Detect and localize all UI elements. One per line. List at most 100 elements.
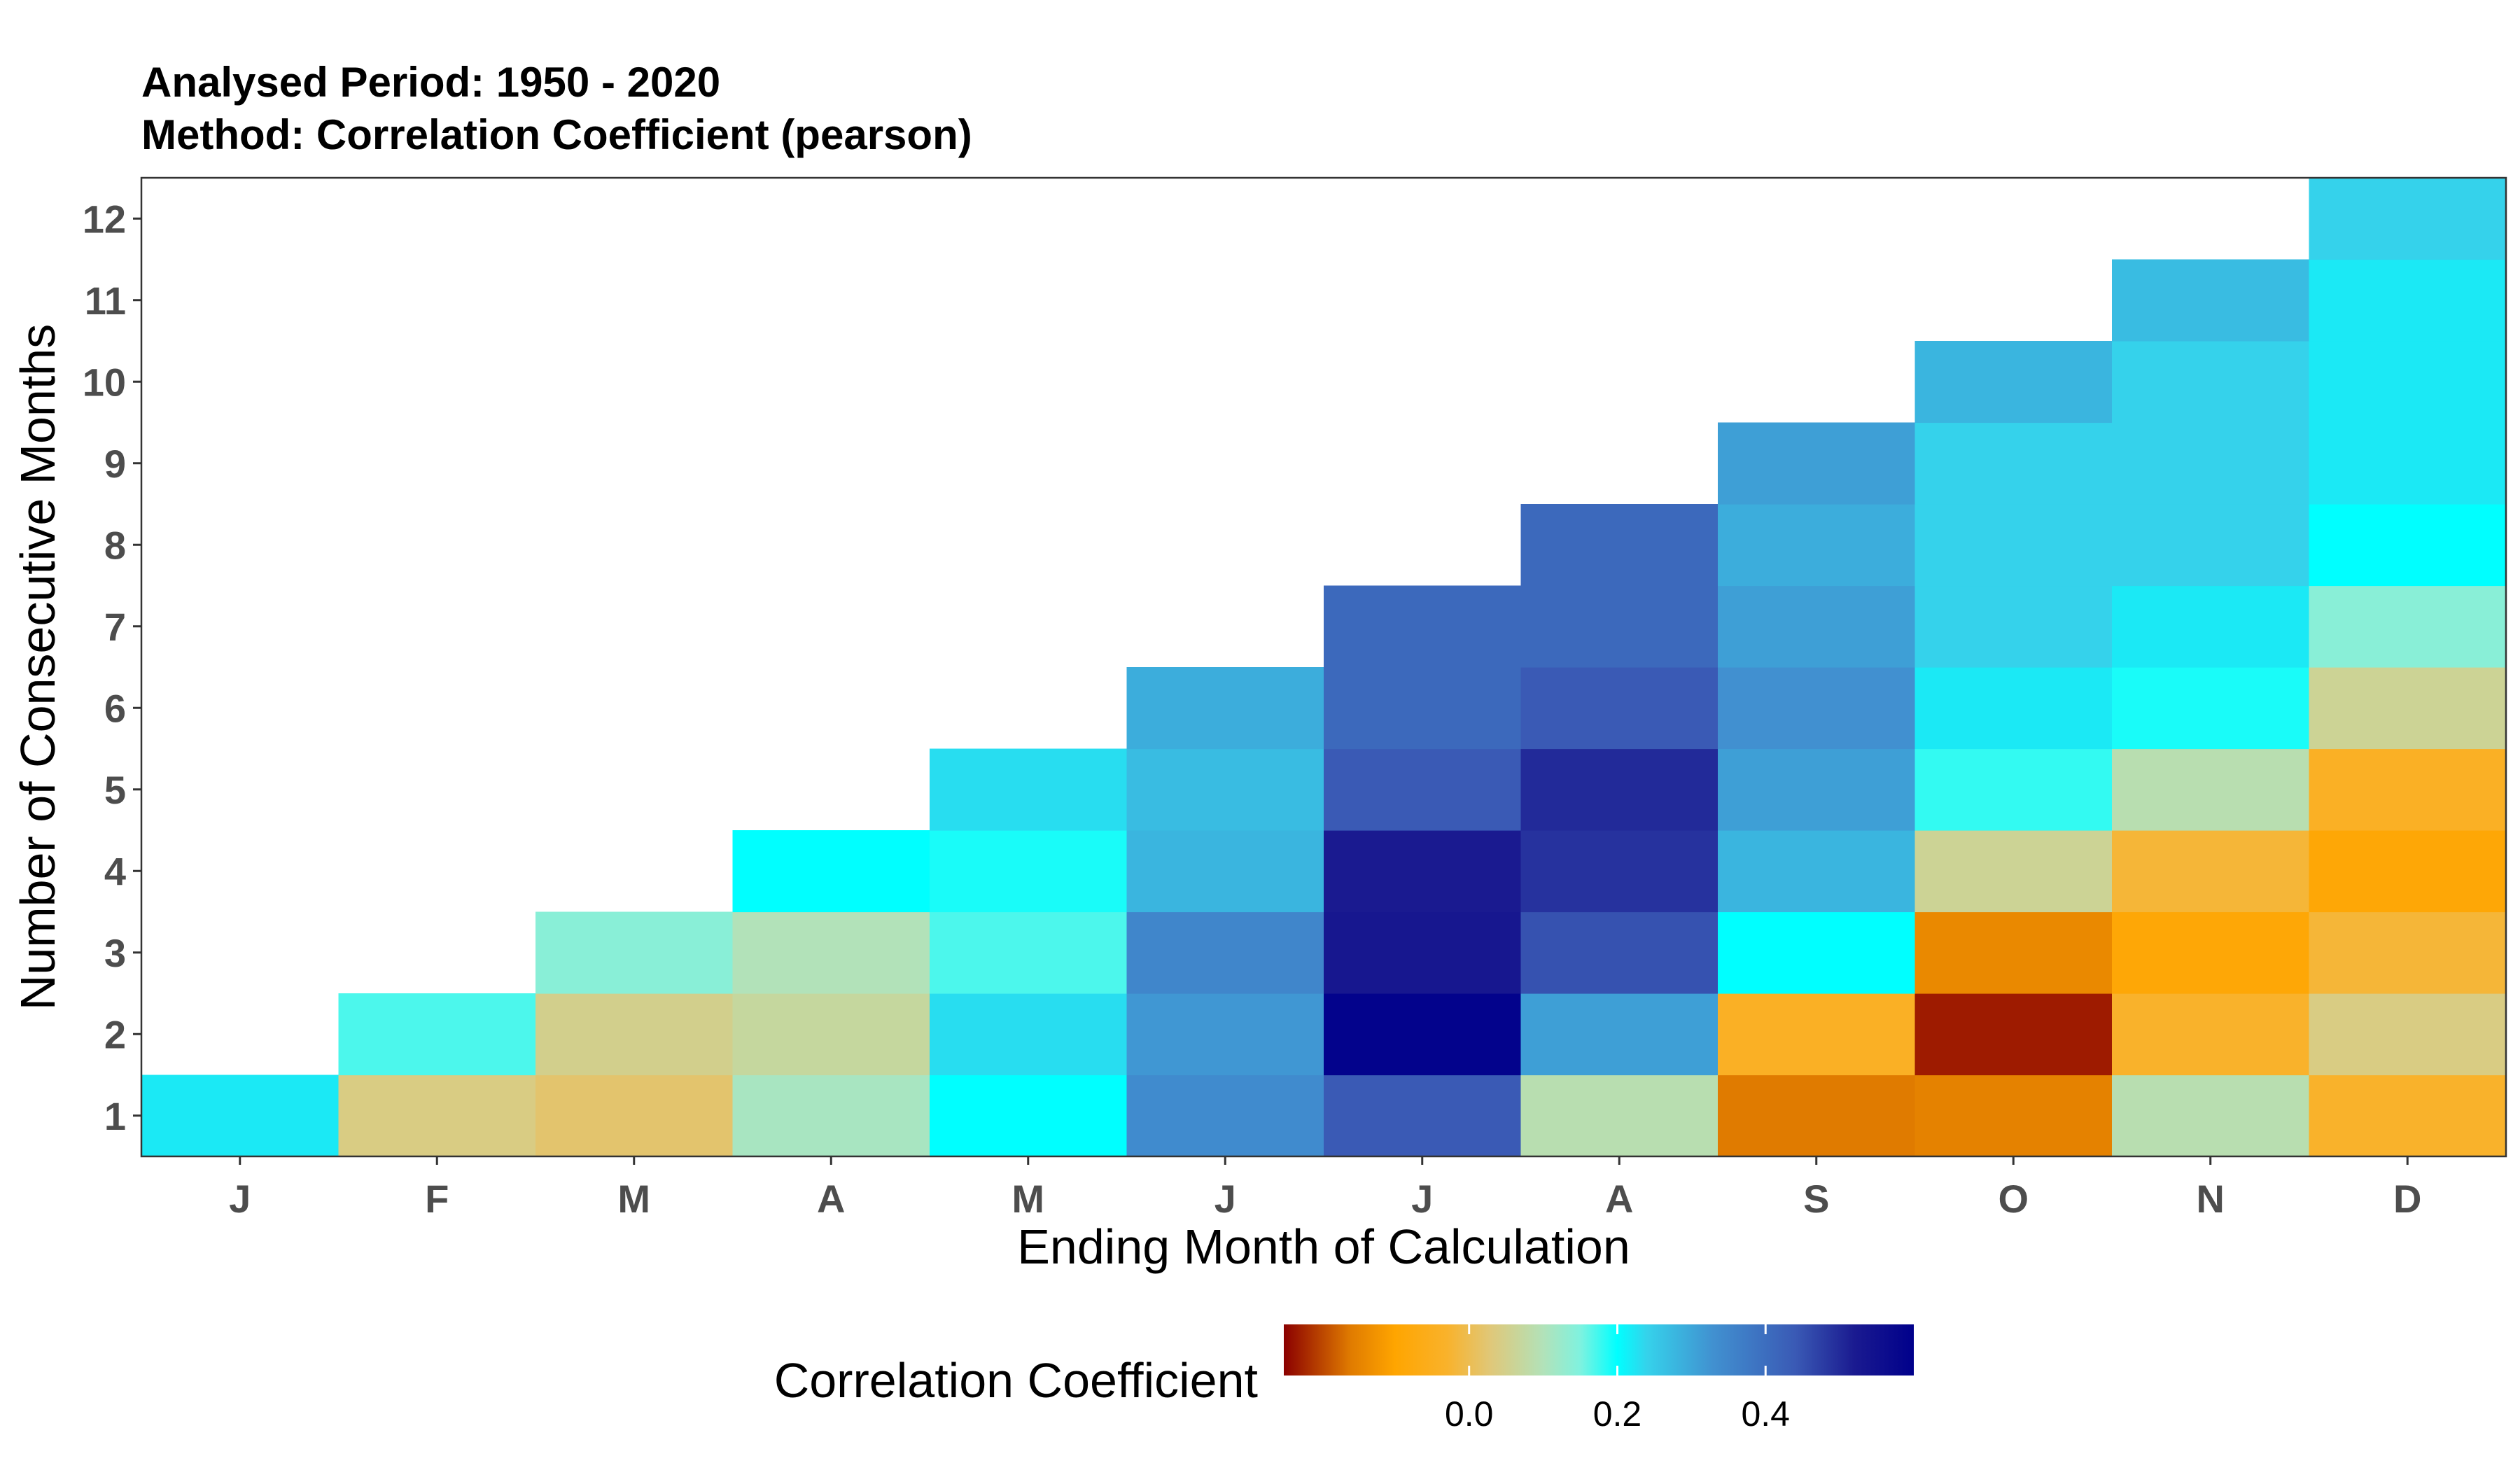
heatmap-cell-10-1 [2112, 1074, 2310, 1157]
colorbar-tick-label-2: 0.4 [1741, 1394, 1790, 1434]
heatmap-cell-3-2 [732, 993, 930, 1076]
x-axis-title: Ending Month of Calculation [1017, 1219, 1630, 1274]
heatmap-cell-6-2 [1324, 993, 1522, 1076]
y-tick-label-2: 2 [104, 1012, 126, 1056]
heatmap-cell-10-4 [2112, 830, 2310, 913]
heatmap-cell-1-1 [338, 1074, 536, 1157]
heatmap-cell-10-10 [2112, 341, 2310, 424]
heatmap-cell-10-9 [2112, 422, 2310, 505]
heatmap-cell-10-8 [2112, 504, 2310, 587]
colorbar-legend: Correlation Coefficient 0.0 0.2 0.4 [774, 1324, 1914, 1434]
heatmap-cell-7-7 [1520, 585, 1718, 668]
heatmap-cell-8-9 [1718, 422, 1916, 505]
colorbar-tick-label-0: 0.0 [1445, 1394, 1494, 1434]
heatmap-cell-11-1 [2309, 1074, 2507, 1157]
heatmap-cell-3-4 [732, 830, 930, 913]
heatmap-cell-10-3 [2112, 911, 2310, 994]
colorbar-ticks: 0.0 0.2 0.4 [1445, 1324, 1790, 1434]
heatmap-cell-11-6 [2309, 667, 2507, 750]
y-axis-title: Number of Consecutive Months [10, 324, 65, 1010]
chart-title-line-1: Analysed Period: 1950 - 2020 [141, 59, 720, 106]
heatmap-cell-2-1 [536, 1074, 734, 1157]
x-tick-label-0: J [229, 1177, 251, 1221]
heatmap-cell-7-2 [1520, 993, 1718, 1076]
heatmap-cell-5-5 [1126, 748, 1324, 831]
heatmap-cell-2-3 [536, 911, 734, 994]
heatmap-cell-6-3 [1324, 911, 1522, 994]
y-tick-label-7: 7 [104, 605, 126, 649]
heatmap-cell-7-6 [1520, 667, 1718, 750]
y-tick-label-10: 10 [83, 360, 126, 404]
y-tick-label-4: 4 [104, 849, 126, 893]
heatmap-cell-11-7 [2309, 585, 2507, 668]
heatmap-cell-8-5 [1718, 748, 1916, 831]
y-tick-label-6: 6 [104, 686, 126, 730]
heatmap-cell-8-6 [1718, 667, 1916, 750]
y-tick-label-8: 8 [104, 523, 126, 567]
heatmap-cell-7-3 [1520, 911, 1718, 994]
heatmap-cell-8-2 [1718, 993, 1916, 1076]
heatmap-cell-4-5 [930, 748, 1128, 831]
heatmap-cell-3-1 [732, 1074, 930, 1157]
x-tick-label-6: J [1411, 1177, 1433, 1221]
heatmap-cell-6-1 [1324, 1074, 1522, 1157]
heatmap-cell-9-6 [1914, 667, 2113, 750]
x-tick-label-9: O [1998, 1177, 2029, 1221]
heatmap-cell-5-3 [1126, 911, 1324, 994]
heatmap-cell-11-12 [2309, 178, 2507, 260]
y-tick-label-12: 12 [83, 197, 126, 241]
heatmap-cell-7-8 [1520, 504, 1718, 587]
x-tick-label-10: N [2197, 1177, 2225, 1221]
heatmap-cell-6-7 [1324, 585, 1522, 668]
heatmap-cell-7-1 [1520, 1074, 1718, 1157]
heatmap-cell-2-2 [536, 993, 734, 1076]
heatmap-cell-11-8 [2309, 504, 2507, 587]
heatmap-cell-7-5 [1520, 748, 1718, 831]
heatmap-cell-8-7 [1718, 585, 1916, 668]
x-tick-label-2: M [617, 1177, 650, 1221]
y-tick-label-5: 5 [104, 768, 126, 812]
heatmap-cell-5-6 [1126, 667, 1324, 750]
heatmap-cell-6-5 [1324, 748, 1522, 831]
heatmap-cell-8-4 [1718, 830, 1916, 913]
colorbar-gradient [1284, 1324, 1914, 1376]
heatmap-cell-9-5 [1914, 748, 2113, 831]
heatmap-cell-9-4 [1914, 830, 2113, 913]
heatmap-cell-0-1 [141, 1074, 340, 1157]
y-tick-label-3: 3 [104, 931, 126, 975]
heatmap-cell-4-3 [930, 911, 1128, 994]
heatmap-cell-3-3 [732, 911, 930, 994]
x-tick-label-1: F [425, 1177, 449, 1221]
heatmap-cell-10-6 [2112, 667, 2310, 750]
heatmap-cell-11-3 [2309, 911, 2507, 994]
y-tick-label-9: 9 [104, 442, 126, 486]
heatmap-cell-11-5 [2309, 748, 2507, 831]
heatmap-cell-11-11 [2309, 259, 2507, 342]
heatmap-cell-8-8 [1718, 504, 1916, 587]
heatmap-cell-4-2 [930, 993, 1128, 1076]
heatmap-cell-5-2 [1126, 993, 1324, 1076]
x-tick-label-8: S [1803, 1177, 1829, 1221]
y-tick-label-1: 1 [104, 1094, 126, 1138]
heatmap-cell-4-1 [930, 1074, 1128, 1157]
heatmap-cell-5-1 [1126, 1074, 1324, 1157]
heatmap-cell-5-4 [1126, 830, 1324, 913]
plot-panel-border [140, 176, 2507, 1158]
heatmap-cell-6-6 [1324, 667, 1522, 750]
heatmap-cell-9-8 [1914, 504, 2113, 587]
heatmap-cell-11-4 [2309, 830, 2507, 913]
heatmap-cell-11-10 [2309, 341, 2507, 424]
heatmap-cell-10-2 [2112, 993, 2310, 1076]
heatmap-cell-6-4 [1324, 830, 1522, 913]
heatmap-cell-9-3 [1914, 911, 2113, 994]
heatmap-cell-11-9 [2309, 422, 2507, 505]
heatmap-cell-8-3 [1718, 911, 1916, 994]
x-tick-label-5: J [1214, 1177, 1236, 1221]
heatmap-cells [141, 178, 2507, 1157]
heatmap-cell-1-2 [338, 993, 536, 1076]
heatmap-cell-9-2 [1914, 993, 2113, 1076]
heatmap-cell-10-5 [2112, 748, 2310, 831]
